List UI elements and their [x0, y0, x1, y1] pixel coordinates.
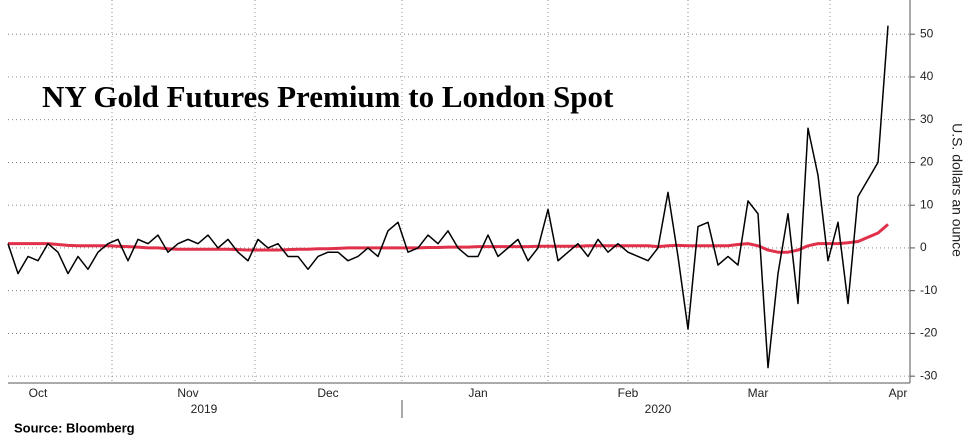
y-tick-label: 0 [920, 240, 927, 254]
source: Source: Bloomberg [14, 420, 135, 435]
x-tick-label: Oct [29, 386, 48, 400]
x-tick-label: Dec [317, 386, 338, 400]
y-axis-label: U.S. dollars an ounce [949, 123, 965, 257]
y-tick-label: -20 [920, 326, 938, 340]
x-tick-label: Mar [748, 386, 769, 400]
y-tick-label: -10 [920, 283, 938, 297]
y-tick-label: 50 [920, 26, 934, 40]
chart-title: NY Gold Futures Premium to London Spot [42, 79, 614, 114]
month-separators [111, 0, 831, 383]
y-tick-label: -30 [920, 368, 938, 382]
year-label: 2020 [645, 402, 672, 416]
series-line [7, 25, 889, 369]
y-tick-label: 40 [920, 69, 934, 83]
x-tick-label: Apr [889, 386, 908, 400]
year-label: 2019 [191, 402, 218, 416]
x-tick-label: Jan [468, 386, 487, 400]
y-tick-label: 20 [920, 155, 934, 169]
y-tick-label: 30 [920, 112, 934, 126]
x-tick-label: Nov [177, 386, 198, 400]
x-tick-label: Feb [618, 386, 639, 400]
y-tick-label: 10 [920, 197, 934, 211]
